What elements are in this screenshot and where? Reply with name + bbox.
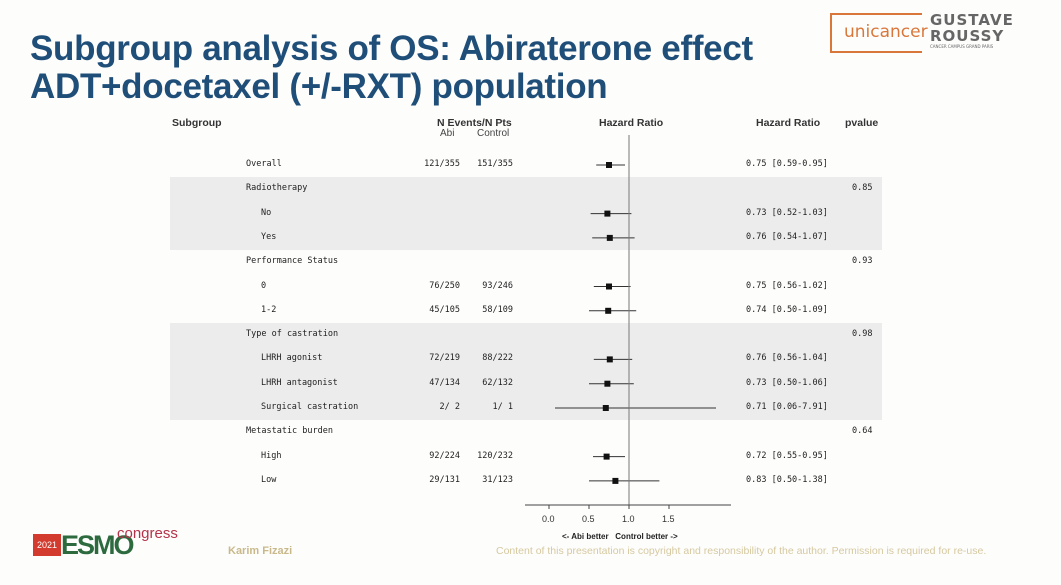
- row-label: 1-2: [261, 304, 277, 315]
- header-subgroup: Subgroup: [172, 117, 222, 129]
- row-label: High: [261, 450, 282, 461]
- control-events: 31/123: [482, 474, 513, 485]
- tick-label: 1.0: [622, 514, 635, 524]
- row-label: Overall: [246, 159, 282, 169]
- hr-marker: [606, 162, 612, 168]
- abi-events: 45/105: [429, 304, 460, 315]
- row-label: LHRH agonist: [261, 353, 323, 364]
- header-events: N Events/N Pts: [437, 117, 512, 129]
- tick-label: 1.5: [662, 514, 675, 524]
- hr-text: 0.71 [0.06-7.91]: [746, 402, 828, 412]
- title-line-2: ADT+docetaxel (+/-RXT) population: [30, 67, 608, 106]
- abi-events: 121/355: [424, 159, 460, 169]
- unicancer-frame: [830, 13, 922, 53]
- hr-text: 0.75 [0.56-1.02]: [746, 280, 828, 291]
- header-control: Control: [477, 128, 510, 139]
- axis-direction-labels: <- Abi better Control better ->: [562, 532, 678, 541]
- hr-text: 0.83 [0.50-1.38]: [746, 474, 828, 485]
- shaded-band: [170, 177, 882, 251]
- pvalue: 0.64: [852, 426, 873, 437]
- hr-text: 0.76 [0.54-1.07]: [746, 231, 828, 242]
- tick-label: 0.0: [542, 514, 555, 524]
- control-events: 62/132: [482, 377, 513, 388]
- control-events: 58/109: [482, 304, 513, 315]
- abi-events: 92/224: [429, 450, 460, 461]
- author-name: Karim Fizazi: [228, 545, 293, 557]
- control-events: 120/232: [477, 450, 513, 461]
- row-label: Type of castration: [246, 329, 339, 340]
- row-label: No: [261, 207, 272, 218]
- hr-marker: [605, 307, 612, 314]
- row-label: Surgical castration: [261, 402, 359, 412]
- shaded-band: [170, 323, 882, 421]
- control-better-label: Control better ->: [615, 532, 678, 541]
- abi-better-label: <- Abi better: [562, 532, 609, 541]
- hr-marker: [603, 453, 610, 460]
- row-label: Performance Status: [246, 256, 339, 267]
- header-abi: Abi: [440, 128, 455, 139]
- row-label: 0: [261, 280, 267, 291]
- pvalue: 0.93: [852, 256, 873, 267]
- abi-events: 2/ 2: [439, 402, 460, 412]
- slide-title: Subgroup analysis of OS: Abiraterone eff…: [30, 30, 753, 106]
- abi-events: 47/134: [429, 377, 460, 388]
- hr-text: 0.74 [0.50-1.09]: [746, 304, 828, 315]
- row-label: Yes: [261, 231, 277, 242]
- control-events: 88/222: [482, 353, 513, 364]
- tick-label: 0.5: [582, 514, 595, 524]
- hr-marker: [612, 477, 619, 484]
- copyright-notice: Content of this presentation is copyrigh…: [496, 545, 987, 557]
- row-label: LHRH antagonist: [261, 377, 338, 388]
- abi-events: 29/131: [429, 474, 460, 485]
- row-label: Radiotherapy: [246, 183, 308, 194]
- unicancer-text: unicancer: [844, 22, 928, 42]
- hr-text: 0.73 [0.52-1.03]: [746, 207, 828, 218]
- control-events: 1/ 1: [492, 402, 513, 412]
- row-label: Metastatic burden: [246, 426, 333, 437]
- row-label: Low: [261, 474, 277, 485]
- header-hr: Hazard Ratio: [756, 117, 821, 129]
- hr-text: 0.75 [0.59-0.95]: [746, 159, 828, 169]
- header-pvalue: pvalue: [845, 117, 879, 129]
- title-line-1: Subgroup analysis of OS: Abiraterone eff…: [30, 29, 753, 68]
- pvalue: 0.98: [852, 329, 873, 340]
- control-events: 151/355: [477, 159, 513, 169]
- hr-marker: [604, 210, 611, 217]
- pvalue: 0.85: [852, 183, 873, 194]
- hr-marker: [602, 405, 609, 411]
- hr-text: 0.73 [0.50-1.06]: [746, 377, 828, 388]
- unicancer-logo: unicancer: [830, 13, 928, 53]
- gustave-roussy-logo: GUSTAVE ROUSSY CANCER CAMPUS GRAND PARIS: [930, 11, 1014, 49]
- abi-events: 76/250: [429, 280, 460, 291]
- abi-events: 72/219: [429, 353, 460, 364]
- hr-text: 0.72 [0.55-0.95]: [746, 450, 828, 461]
- header-plot: Hazard Ratio: [599, 117, 664, 129]
- hr-marker: [606, 234, 613, 241]
- hr-marker: [606, 356, 613, 363]
- hr-marker: [604, 380, 611, 387]
- control-events: 93/246: [482, 280, 513, 291]
- hr-text: 0.76 [0.56-1.04]: [746, 353, 828, 364]
- hr-marker: [606, 283, 612, 290]
